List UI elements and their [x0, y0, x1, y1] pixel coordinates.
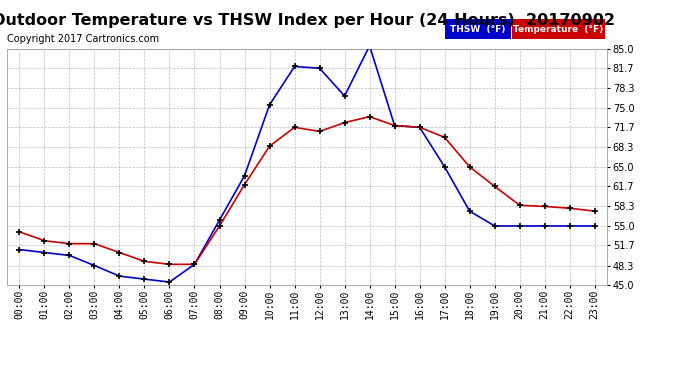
Text: THSW  (°F): THSW (°F): [450, 25, 506, 34]
Text: Copyright 2017 Cartronics.com: Copyright 2017 Cartronics.com: [7, 34, 159, 44]
Text: Outdoor Temperature vs THSW Index per Hour (24 Hours)  20170902: Outdoor Temperature vs THSW Index per Ho…: [0, 13, 615, 28]
Text: Temperature  (°F): Temperature (°F): [513, 25, 604, 34]
